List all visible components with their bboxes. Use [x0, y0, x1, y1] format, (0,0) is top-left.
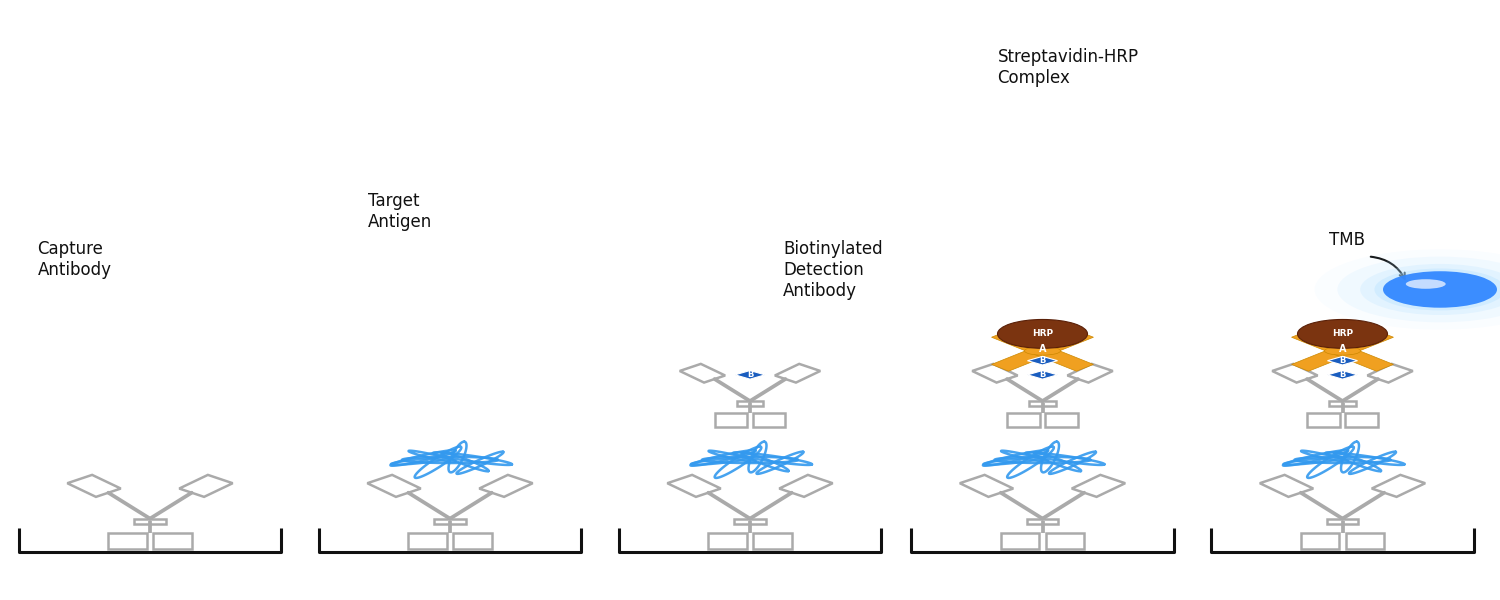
- Bar: [1034, 347, 1094, 371]
- Bar: [108, 533, 147, 549]
- Bar: [1034, 331, 1094, 354]
- Ellipse shape: [1383, 271, 1497, 308]
- Bar: [178, 475, 232, 497]
- Ellipse shape: [1298, 319, 1388, 348]
- Text: HRP: HRP: [1032, 329, 1053, 338]
- Bar: [1272, 364, 1317, 383]
- Ellipse shape: [1406, 279, 1446, 289]
- Text: B: B: [1340, 356, 1346, 365]
- Text: A: A: [1338, 344, 1347, 354]
- Text: Capture
Antibody: Capture Antibody: [38, 240, 111, 279]
- Bar: [1000, 533, 1039, 549]
- Bar: [753, 533, 792, 549]
- Bar: [1068, 364, 1113, 383]
- Bar: [708, 533, 747, 549]
- Bar: [735, 518, 765, 524]
- Bar: [1046, 413, 1078, 427]
- Bar: [680, 364, 724, 383]
- Bar: [68, 475, 122, 497]
- Bar: [1326, 518, 1359, 524]
- Text: TMB: TMB: [1329, 230, 1365, 248]
- Bar: [1046, 533, 1084, 549]
- Bar: [714, 413, 747, 427]
- Bar: [453, 533, 492, 549]
- Text: B: B: [1040, 370, 1046, 379]
- Bar: [1334, 331, 1394, 354]
- Bar: [1007, 413, 1040, 427]
- Bar: [435, 518, 465, 524]
- Text: Streptavidin-HRP
Complex: Streptavidin-HRP Complex: [998, 48, 1138, 87]
- Bar: [1292, 331, 1352, 354]
- Text: B: B: [1340, 370, 1346, 379]
- Bar: [408, 533, 447, 549]
- Bar: [1346, 533, 1384, 549]
- Polygon shape: [1328, 356, 1358, 365]
- Bar: [1071, 475, 1125, 497]
- Text: B: B: [747, 370, 753, 379]
- Bar: [1346, 413, 1378, 427]
- Ellipse shape: [1360, 264, 1500, 315]
- Ellipse shape: [1024, 347, 1060, 355]
- Bar: [1026, 518, 1059, 524]
- Bar: [776, 364, 820, 383]
- Ellipse shape: [1314, 250, 1500, 329]
- Bar: [992, 331, 1052, 354]
- Polygon shape: [735, 371, 765, 379]
- Text: Biotinylated
Detection
Antibody: Biotinylated Detection Antibody: [783, 240, 882, 299]
- Bar: [478, 475, 532, 497]
- Ellipse shape: [1374, 268, 1500, 310]
- Ellipse shape: [1338, 257, 1500, 322]
- Bar: [1300, 533, 1340, 549]
- Bar: [1029, 401, 1056, 406]
- Bar: [1334, 347, 1394, 371]
- Bar: [1371, 475, 1425, 497]
- Bar: [992, 347, 1052, 371]
- Bar: [1306, 413, 1340, 427]
- Ellipse shape: [1324, 347, 1360, 355]
- Polygon shape: [1028, 371, 1057, 379]
- Bar: [1260, 475, 1314, 497]
- Bar: [1368, 364, 1413, 383]
- Bar: [972, 364, 1017, 383]
- Text: B: B: [1040, 356, 1046, 365]
- Text: A: A: [1038, 344, 1047, 354]
- Bar: [736, 401, 764, 406]
- Bar: [668, 475, 722, 497]
- Bar: [778, 475, 832, 497]
- Bar: [753, 413, 786, 427]
- Polygon shape: [1328, 371, 1358, 379]
- Bar: [960, 475, 1014, 497]
- Polygon shape: [1028, 356, 1057, 365]
- Bar: [153, 533, 192, 549]
- Text: HRP: HRP: [1332, 329, 1353, 338]
- Bar: [368, 475, 422, 497]
- Ellipse shape: [998, 319, 1088, 348]
- Text: Target
Antigen: Target Antigen: [368, 192, 432, 231]
- Bar: [135, 518, 166, 524]
- Bar: [1292, 347, 1352, 371]
- Bar: [1329, 401, 1356, 406]
